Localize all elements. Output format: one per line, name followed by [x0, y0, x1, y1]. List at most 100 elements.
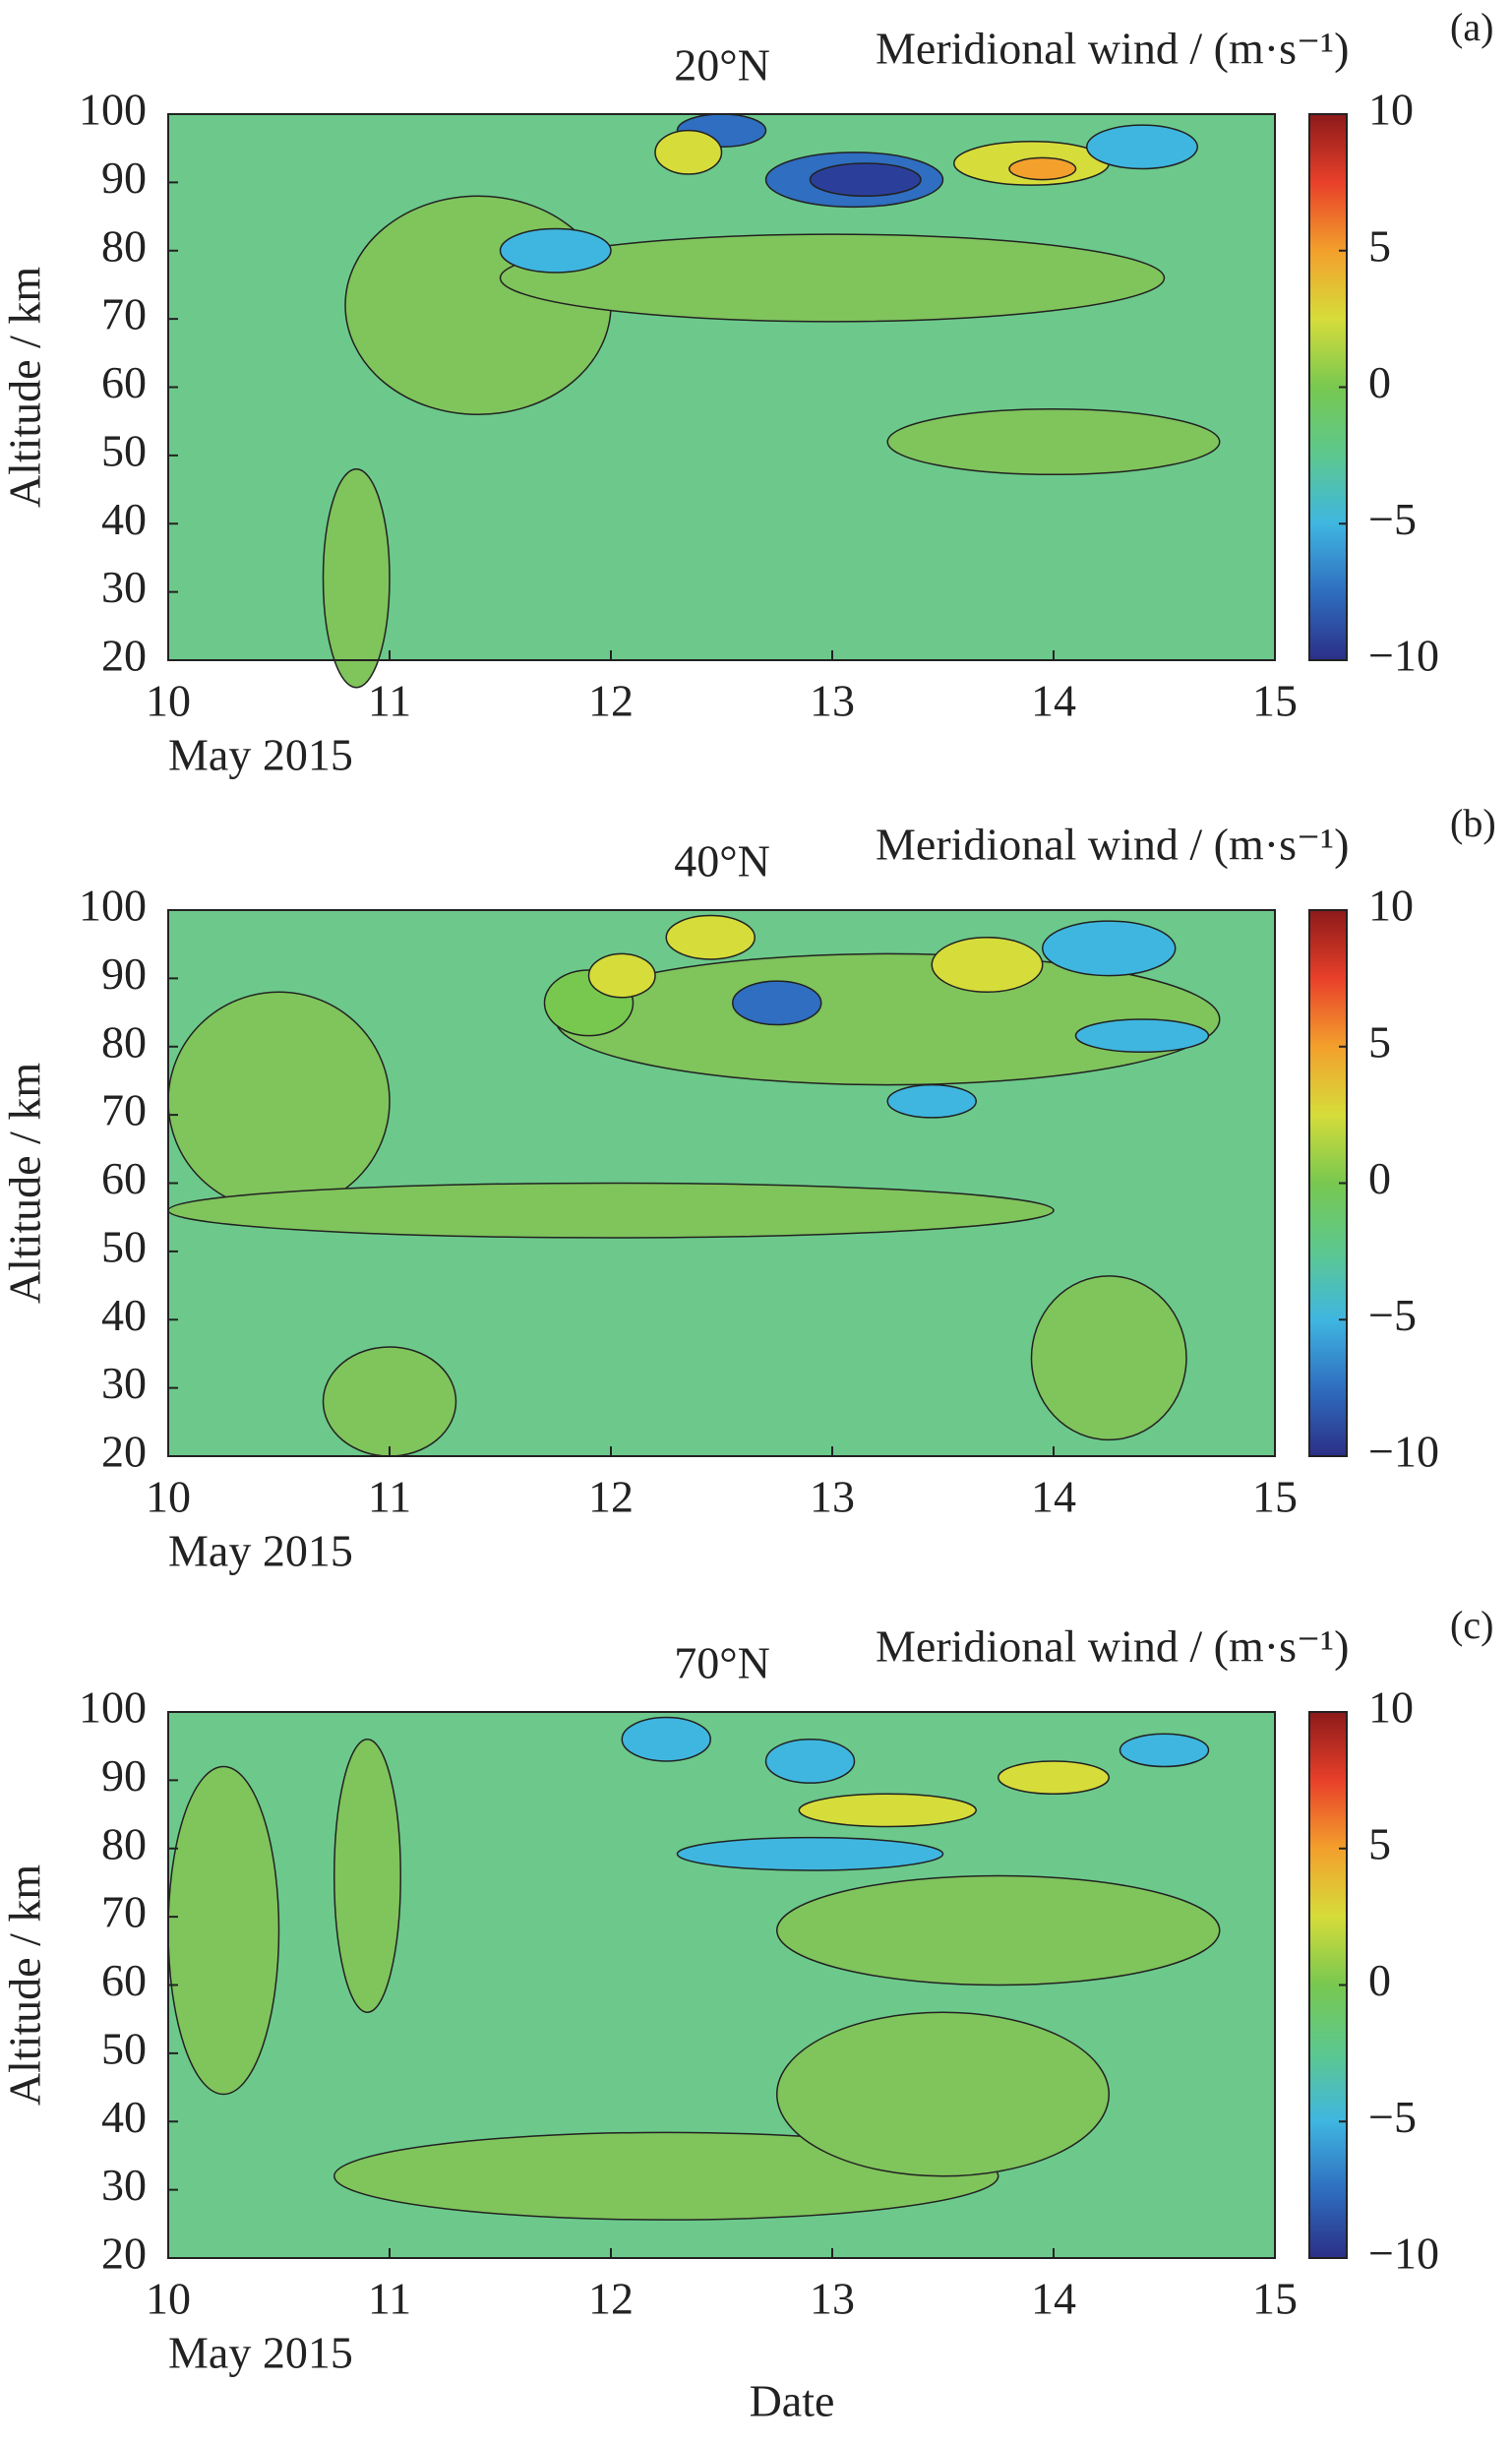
contour-region	[167, 991, 391, 1211]
colorbar-tick-label: 10	[1368, 85, 1414, 135]
contour-region	[998, 1760, 1110, 1795]
contour-region	[499, 233, 1166, 323]
y-tick-label: 100	[79, 881, 147, 931]
contour-region	[587, 952, 656, 999]
colorbar-tick-label: 5	[1368, 1016, 1391, 1067]
x-tick-label: 14	[1031, 2274, 1076, 2324]
x-tick-label: 10	[146, 2274, 191, 2324]
contour-region	[333, 1739, 401, 2013]
y-tick-label: 40	[101, 494, 147, 544]
y-tick-label: 40	[101, 2092, 147, 2142]
y-tick-label: 90	[101, 153, 147, 203]
x-sublabel: May 2015	[168, 730, 353, 780]
y-tick-label: 100	[79, 1682, 147, 1733]
y-tick-label: 20	[101, 2229, 147, 2279]
x-axis-label: Date	[750, 2376, 835, 2426]
y-tick-label: 20	[101, 1427, 147, 1477]
colorbar-tick-label: −5	[1368, 2092, 1417, 2142]
x-tick-label: 11	[368, 1472, 411, 1522]
contour-region	[499, 227, 612, 274]
colorbar-label: Meridional wind / (m·s⁻¹)	[876, 24, 1349, 74]
colorbar-tick-label: 5	[1368, 1818, 1391, 1868]
contour-region	[167, 1182, 1055, 1239]
colorbar-tick-label: 10	[1368, 881, 1414, 931]
colorbar-tick-label: 0	[1368, 1955, 1391, 2005]
y-axis-label: Altitude / km	[0, 267, 50, 509]
x-tick-label: 14	[1031, 676, 1076, 726]
contour-region	[654, 129, 723, 175]
contour-region	[798, 1793, 977, 1828]
contour-region	[764, 1739, 856, 1784]
x-sublabel: May 2015	[168, 1526, 353, 1576]
x-tick-label: 10	[146, 1472, 191, 1522]
y-tick-label: 90	[101, 948, 147, 999]
colorbar-tick-label: 0	[1368, 357, 1391, 407]
y-tick-label: 30	[101, 1358, 147, 1408]
chart-title: 40°N	[674, 836, 770, 886]
y-axis-label: Altitude / km	[0, 1864, 50, 2107]
contour-region	[1086, 124, 1198, 170]
x-tick-label: 13	[810, 2274, 855, 2324]
colorbar-tick-label: −5	[1368, 1290, 1417, 1340]
y-tick-label: 70	[101, 1085, 147, 1135]
y-axis-label: Altitude / km	[0, 1063, 50, 1305]
contour-region	[322, 1346, 457, 1457]
contour-region	[886, 407, 1221, 476]
contour-region	[809, 162, 922, 198]
y-tick-label: 50	[101, 425, 147, 475]
colorbar-tick-label: 5	[1368, 220, 1391, 271]
contour-region	[886, 1083, 977, 1119]
y-tick-label: 30	[101, 562, 147, 612]
y-tick-label: 90	[101, 1750, 147, 1801]
x-tick-label: 12	[588, 2274, 634, 2324]
colorbar-tick-label: −5	[1368, 494, 1417, 544]
contour-region	[1030, 1275, 1187, 1441]
panel-label: (c)	[1450, 1603, 1493, 1647]
y-tick-label: 60	[101, 357, 147, 407]
colorbar-tick-label: −10	[1368, 2229, 1439, 2279]
contour-region	[931, 937, 1044, 993]
contour-region	[676, 1836, 944, 1871]
y-tick-label: 20	[101, 631, 147, 681]
colorbar-label: Meridional wind / (m·s⁻¹)	[876, 820, 1349, 870]
panel: −10 −5 0 5 10 10 11 12 13 14 15 20 30 40 50 60 70 80 90 100…	[0, 1603, 1493, 2425]
x-tick-label: 15	[1252, 2274, 1298, 2324]
panel-label: (a)	[1450, 5, 1493, 49]
x-tick-label: 11	[368, 676, 411, 726]
panel: −10 −5 0 5 10 10 11 12 13 14 15 20 30 40 50 60 70 80 90 100…	[0, 801, 1496, 1575]
colorbar-label: Meridional wind / (m·s⁻¹)	[876, 1621, 1349, 1672]
x-tick-label: 13	[810, 676, 855, 726]
contour-region	[1008, 156, 1077, 181]
y-tick-label: 50	[101, 2023, 147, 2073]
x-tick-label: 13	[810, 1472, 855, 1522]
contour-region	[776, 2011, 1110, 2177]
colorbar-tick-label: 0	[1368, 1153, 1391, 1203]
y-tick-label: 100	[79, 85, 147, 135]
colorbar-tick-label: −10	[1368, 631, 1439, 681]
x-sublabel: May 2015	[168, 2328, 353, 2378]
panel-label: (b)	[1450, 801, 1496, 845]
contour-region	[776, 1874, 1221, 1986]
y-tick-label: 80	[101, 1818, 147, 1868]
y-tick-label: 60	[101, 1153, 147, 1203]
contour-region	[665, 914, 756, 960]
x-tick-label: 14	[1031, 1472, 1076, 1522]
contour-region	[322, 468, 391, 689]
y-tick-label: 80	[101, 1016, 147, 1067]
chart-title: 20°N	[674, 40, 770, 91]
colorbar-tick-label: 10	[1368, 1682, 1414, 1733]
y-tick-label: 80	[101, 220, 147, 271]
contour-region	[1119, 1733, 1210, 1768]
y-tick-label: 60	[101, 1955, 147, 2005]
contour-region	[1074, 1018, 1210, 1054]
contour-region	[1042, 920, 1177, 977]
x-tick-label: 15	[1252, 1472, 1298, 1522]
x-tick-label: 12	[588, 1472, 634, 1522]
colorbar-tick-label: −10	[1368, 1427, 1439, 1477]
y-tick-label: 30	[101, 2160, 147, 2210]
x-tick-label: 12	[588, 676, 634, 726]
contour-region	[621, 1716, 711, 1762]
contour-region	[167, 1765, 280, 2096]
panel: −10 −5 0 5 10 10 11 12 13 14 15 20 30 40 50 60 70 80 90 100…	[0, 5, 1493, 779]
